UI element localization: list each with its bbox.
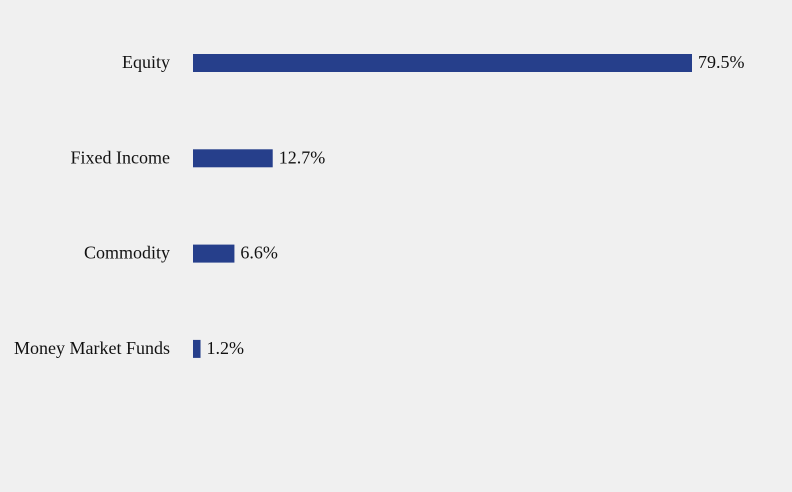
category-label: Money Market Funds: [14, 338, 170, 358]
value-label: 6.6%: [240, 243, 278, 263]
value-label: 12.7%: [279, 147, 326, 167]
category-label: Equity: [122, 52, 170, 72]
bar: [193, 54, 692, 72]
bar: [193, 149, 273, 168]
category-label: Fixed Income: [71, 147, 170, 167]
bar: [193, 244, 235, 263]
value-label: 79.5%: [698, 52, 745, 72]
category-label: Commodity: [84, 243, 170, 263]
value-label: 1.2%: [207, 338, 245, 358]
bar: [193, 339, 201, 358]
